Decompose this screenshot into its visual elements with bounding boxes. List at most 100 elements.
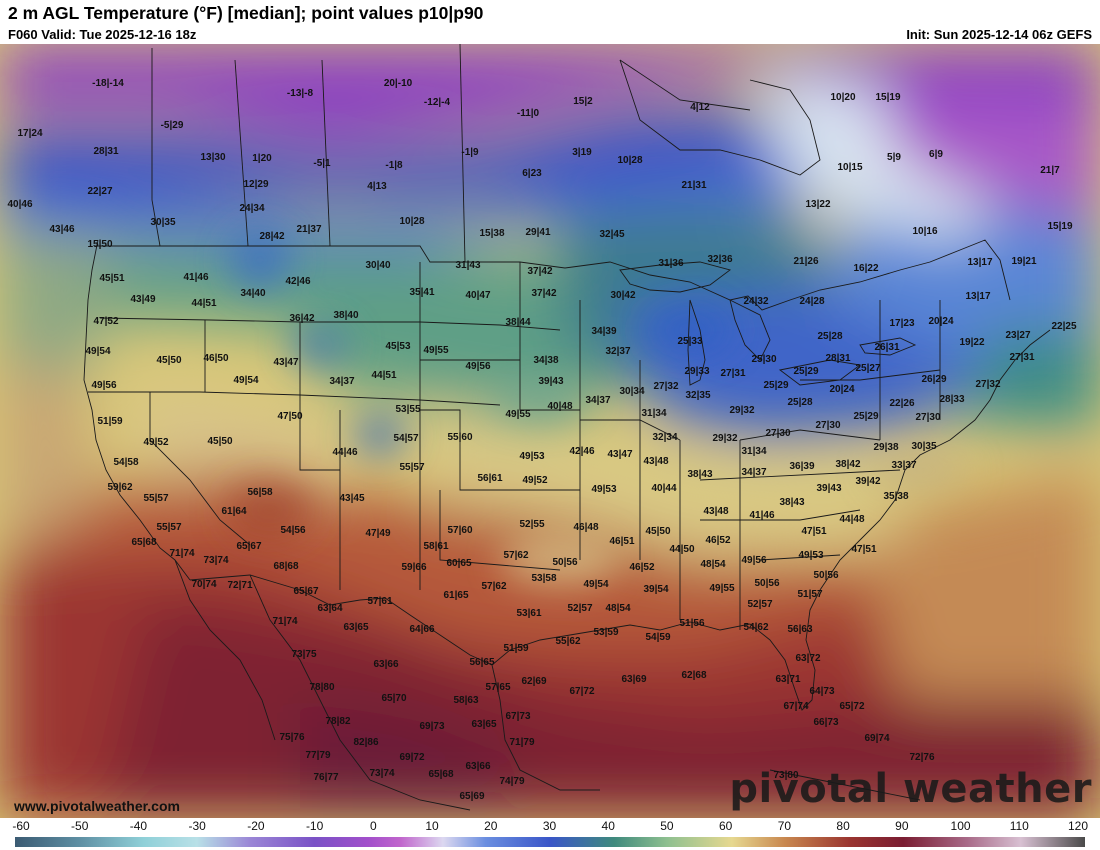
point-value-label: 50|56 [813, 570, 838, 581]
point-value-label: 48|54 [605, 603, 630, 614]
valid-time: F060 Valid: Tue 2025-12-16 18z [8, 27, 197, 42]
point-value-label: 4|12 [690, 102, 710, 113]
point-value-label: 77|79 [305, 750, 330, 761]
colorbar [15, 837, 1085, 847]
point-value-label: 54|58 [113, 457, 138, 468]
point-value-label: 55|57 [156, 522, 181, 533]
point-value-label: 51|59 [97, 416, 122, 427]
point-value-label: 63|72 [795, 653, 820, 664]
point-value-label: 37|42 [531, 288, 556, 299]
point-value-label: 63|64 [317, 603, 342, 614]
point-value-label: 27|30 [815, 420, 840, 431]
legend-tick-label: 10 [425, 819, 439, 833]
point-value-label: 19|22 [959, 337, 984, 348]
point-value-label: -12|-4 [424, 97, 451, 108]
point-value-label: 49|53 [519, 451, 544, 462]
point-value-label: 30|34 [619, 386, 644, 397]
point-value-label: 43|48 [703, 506, 728, 517]
point-value-label: 68|68 [273, 561, 298, 572]
point-value-label: 54|62 [743, 622, 768, 633]
point-value-label: 62|69 [521, 676, 546, 687]
point-value-label: 59|66 [401, 562, 426, 573]
point-value-label: 52|55 [519, 519, 544, 530]
point-value-label: 53|55 [395, 404, 420, 415]
point-value-label: 27|32 [975, 379, 1000, 390]
point-value-label: 28|31 [93, 146, 118, 157]
point-value-label: 34|37 [741, 467, 766, 478]
point-value-label: -5|29 [161, 120, 184, 131]
point-value-label: 5|9 [887, 152, 901, 163]
point-value-label: 67|73 [505, 711, 530, 722]
point-value-label: 31|34 [741, 446, 766, 457]
point-value-label: 42|46 [569, 446, 594, 457]
point-value-label: 29|32 [729, 405, 754, 416]
point-value-label: 20|-10 [384, 78, 413, 89]
point-value-label: 27|30 [915, 412, 940, 423]
point-value-label: 56|61 [477, 473, 502, 484]
point-value-label: 49|53 [798, 550, 823, 561]
point-value-label: 65|69 [459, 791, 484, 802]
point-value-label: 61|65 [443, 590, 468, 601]
point-value-label: 57|61 [367, 596, 392, 607]
init-time: Init: Sun 2025-12-14 06z GEFS [906, 27, 1092, 42]
point-value-label: 10|28 [617, 155, 642, 166]
point-value-label: 73|80 [773, 770, 798, 781]
point-value-label: 62|68 [681, 670, 706, 681]
point-value-label: 54|56 [280, 525, 305, 536]
legend-tick-label: -10 [305, 819, 324, 833]
point-value-label: 71|74 [169, 548, 194, 559]
point-value-label: 44|51 [191, 298, 216, 309]
point-value-label: 25|30 [751, 354, 776, 365]
point-value-label: 13|17 [965, 291, 990, 302]
point-value-label: 6|9 [929, 149, 943, 160]
point-value-label: 20|24 [829, 384, 854, 395]
point-value-label: 32|36 [707, 254, 732, 265]
point-value-label: 29|33 [684, 366, 709, 377]
point-value-label: 39|54 [643, 584, 668, 595]
point-value-label: 34|38 [533, 355, 558, 366]
legend-tick-label: 50 [660, 819, 674, 833]
legend-tick-label: -60 [12, 819, 30, 833]
point-value-label: 70|74 [191, 579, 216, 590]
map-canvas: -18|-14 -13|-8 20|-10 -12|-4 -11|0 15|2 4|12 10… [0, 44, 1100, 818]
legend-tick-label: 70 [777, 819, 792, 833]
point-value-label: 72|76 [909, 752, 934, 763]
point-value-label: 28|42 [259, 231, 284, 242]
point-value-label: 54|59 [645, 632, 670, 643]
point-value-label: 34|37 [585, 395, 610, 406]
point-value-label: 35|38 [883, 491, 908, 502]
point-value-label: 36|42 [289, 313, 314, 324]
point-value-label: 25|33 [677, 336, 702, 347]
legend-tick-label: -30 [188, 819, 206, 833]
point-value-label: 17|23 [889, 318, 914, 329]
legend-tick-label: 80 [836, 819, 850, 833]
point-value-label: 27|32 [653, 381, 678, 392]
point-value-label: 46|50 [203, 353, 228, 364]
point-value-label: 49|52 [143, 437, 168, 448]
point-value-label: 34|37 [329, 376, 354, 387]
point-value-label: 35|41 [409, 287, 434, 298]
point-value-label: 40|46 [7, 199, 32, 210]
point-value-label: 16|22 [853, 263, 878, 274]
point-value-label: 65|70 [381, 693, 406, 704]
point-value-label: 25|28 [817, 331, 842, 342]
point-value-label: 63|66 [373, 659, 398, 670]
point-value-label: 15|19 [875, 92, 900, 103]
point-value-label: 75|76 [279, 732, 304, 743]
point-value-label: 40|48 [547, 401, 572, 412]
legend-tick-label: 20 [484, 819, 498, 833]
point-value-label: 43|49 [130, 294, 155, 305]
point-value-label: 73|75 [291, 649, 316, 660]
point-value-label: 21|31 [681, 180, 706, 191]
point-value-label: 50|56 [754, 578, 779, 589]
header: 2 m AGL Temperature (°F) [median]; point… [0, 0, 1100, 44]
point-value-label: 73|74 [369, 768, 394, 779]
point-value-label: 31|36 [658, 258, 683, 269]
point-value-label: 55|60 [447, 432, 472, 443]
point-value-label: 78|80 [309, 682, 334, 693]
point-value-label: 69|74 [864, 733, 889, 744]
point-value-label: 31|34 [641, 408, 666, 419]
point-value-label: 69|72 [399, 752, 424, 763]
point-value-label: 3|19 [572, 147, 592, 158]
point-value-label: 82|86 [353, 737, 378, 748]
